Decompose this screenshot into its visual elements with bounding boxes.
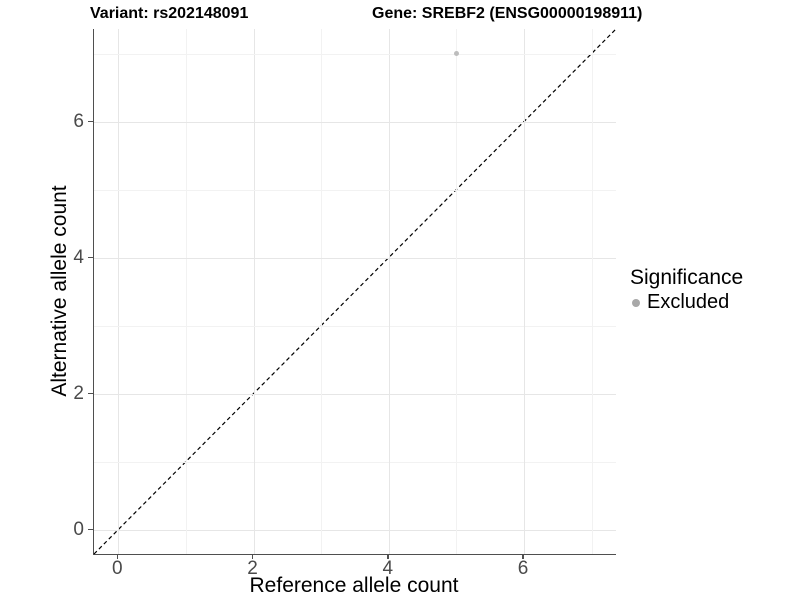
gridline-y-6 — [94, 121, 616, 123]
x-tick-mark-2 — [251, 554, 254, 559]
x-tick-label-0: 0 — [112, 558, 123, 579]
gridline-x-5 — [456, 29, 458, 554]
gridline-y-4 — [94, 257, 616, 259]
x-tick-label-2: 2 — [247, 558, 258, 579]
gridline-x-1 — [186, 29, 187, 554]
plot-panel — [93, 28, 617, 555]
legend-item-excluded: Excluded — [630, 291, 743, 314]
x-tick-label-4: 4 — [382, 558, 394, 579]
y-tick-mark-4 — [87, 256, 93, 259]
gridline-x-0 — [118, 29, 120, 554]
legend-title: Significance — [630, 266, 744, 289]
gridline-y-3 — [94, 325, 616, 327]
y-tick-label-6: 6 — [73, 110, 84, 132]
y-tick-mark-6 — [87, 120, 93, 123]
y-axis-title: Alternative allele count — [48, 185, 71, 397]
gridline-y-2 — [94, 393, 616, 395]
gridline-y-7 — [94, 53, 616, 55]
plot-title-variant: Variant: rs202148091 — [90, 5, 249, 22]
gridline-y-5 — [94, 189, 616, 191]
gridline-x-7 — [591, 29, 593, 554]
y-tick-label-2: 2 — [73, 382, 84, 404]
legend-point-icon — [632, 298, 640, 307]
gridline-x-6 — [524, 29, 525, 554]
data-point-excluded — [453, 51, 459, 56]
legend: Significance Excluded — [630, 266, 743, 314]
y-tick-label-0: 0 — [73, 518, 84, 540]
x-axis-title: Reference allele count — [249, 574, 459, 597]
legend-item-label: Excluded — [647, 291, 730, 313]
x-tick-label-6: 6 — [517, 558, 529, 579]
y-tick-label-4: 4 — [73, 246, 84, 268]
gridline-y-0 — [94, 529, 616, 531]
gridline-x-3 — [321, 29, 323, 554]
gridline-y-1 — [94, 461, 616, 463]
x-tick-mark-6 — [522, 554, 524, 559]
gridline-x-4 — [388, 29, 390, 554]
gridline-x-2 — [253, 29, 255, 554]
y-tick-mark-0 — [87, 528, 93, 531]
x-tick-mark-0 — [116, 554, 119, 559]
plot-title-gene: Gene: SREBF2 (ENSG00000198911) — [372, 5, 643, 22]
y-tick-mark-2 — [87, 392, 93, 395]
x-tick-mark-4 — [387, 554, 389, 559]
identity-reference-line — [93, 28, 617, 555]
